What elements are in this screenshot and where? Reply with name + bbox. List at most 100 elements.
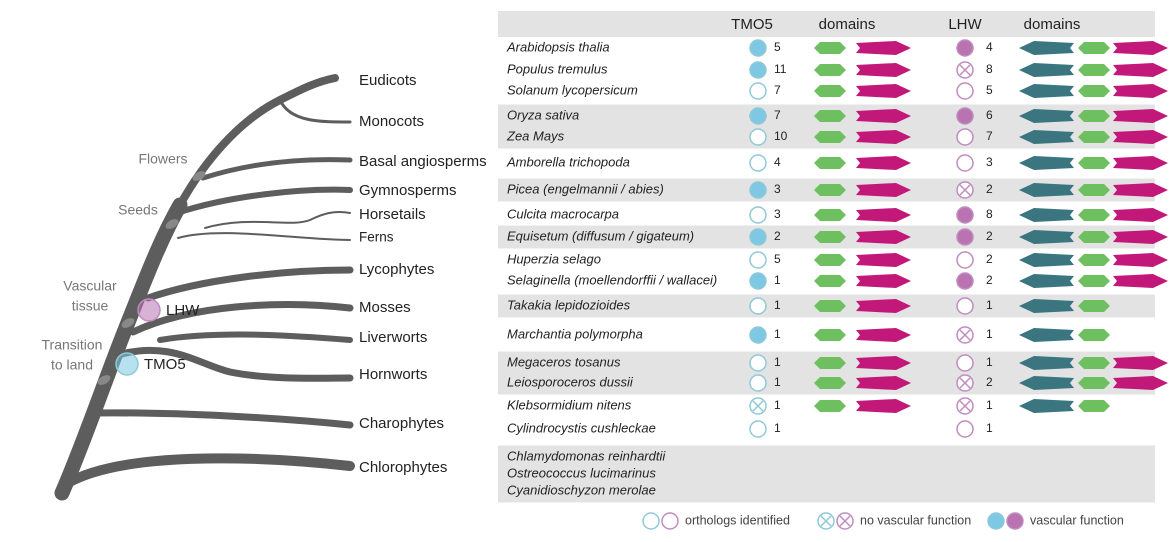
magenta-domain xyxy=(856,156,911,170)
magenta-domain xyxy=(856,63,911,77)
tmo5-count: 2 xyxy=(774,229,781,243)
teal-domain xyxy=(1019,253,1074,267)
lhw-status xyxy=(956,272,974,290)
green-domain xyxy=(1078,254,1110,266)
annotation: to land xyxy=(51,357,93,373)
green-domain xyxy=(1078,157,1110,169)
column-header: domains xyxy=(1024,16,1081,33)
species-name: Selaginella (moellendorffii / wallacei) xyxy=(507,272,717,287)
magenta-domain xyxy=(856,328,911,342)
annotation: Flowers xyxy=(138,151,187,167)
green-domain xyxy=(1078,131,1110,143)
green-domain xyxy=(814,157,846,169)
column-header: LHW xyxy=(948,16,982,33)
green-domain xyxy=(1078,357,1110,369)
tmo5-count: 7 xyxy=(774,108,781,122)
annotation: Vascular xyxy=(63,278,117,294)
column-header: domains xyxy=(819,16,876,33)
tmo5-status xyxy=(749,374,767,392)
tmo5-count: 3 xyxy=(774,182,781,196)
teal-domain xyxy=(1019,328,1074,342)
magenta-domain xyxy=(856,109,911,123)
magenta-domain xyxy=(856,299,911,313)
magenta-domain xyxy=(856,84,911,98)
teal-domain xyxy=(1019,274,1074,288)
magenta-domain xyxy=(856,130,911,144)
legend-symbol-cross xyxy=(839,515,851,527)
green-domain xyxy=(1078,275,1110,287)
magenta-domain xyxy=(1113,63,1168,77)
teal-domain xyxy=(1019,63,1074,77)
lhw-count: 8 xyxy=(986,207,993,221)
lhw-status xyxy=(956,354,974,372)
lhw-status xyxy=(956,206,974,224)
table: TMO5 domains LHW domains Arabidopsis thalia 5… xyxy=(498,11,1168,530)
green-domain xyxy=(814,377,846,389)
legend-symbol xyxy=(987,512,1005,530)
lhw-status xyxy=(956,82,974,100)
tree xyxy=(54,74,355,501)
species-name: Culcita macrocarpa xyxy=(507,206,619,221)
species-name: Chlamydomonas reinhardtii xyxy=(507,448,666,463)
tmo5-count: 1 xyxy=(774,355,781,369)
magenta-domain xyxy=(856,41,911,55)
lhw-count: 1 xyxy=(986,421,993,435)
tmo5-status xyxy=(749,228,767,246)
magenta-domain xyxy=(1113,208,1168,222)
species-name: Cylindrocystis cushleckae xyxy=(507,420,656,435)
tmo5-count: 7 xyxy=(774,83,781,97)
teal-domain xyxy=(1019,41,1074,55)
lhw-count: 7 xyxy=(986,129,993,143)
tmo5-count: 1 xyxy=(774,273,781,287)
tmo5-status-cross xyxy=(752,400,764,412)
green-domain xyxy=(814,85,846,97)
green-domain xyxy=(814,131,846,143)
magenta-domain xyxy=(1113,41,1168,55)
legend-label: vascular function xyxy=(1030,513,1124,527)
green-domain xyxy=(814,275,846,287)
tmo5-status xyxy=(749,181,767,199)
green-domain xyxy=(814,400,846,412)
magenta-domain xyxy=(1113,84,1168,98)
magenta-domain xyxy=(856,274,911,288)
tmo5-count: 1 xyxy=(774,398,781,412)
lhw-count: 2 xyxy=(986,375,993,389)
lhw-count: 1 xyxy=(986,398,993,412)
legend-label: no vascular function xyxy=(860,513,971,527)
tmo5-count: 1 xyxy=(774,421,781,435)
magenta-domain xyxy=(856,399,911,413)
tmo5-status xyxy=(749,297,767,315)
legend-symbol-cross xyxy=(820,515,832,527)
lhw-status-cross xyxy=(959,377,971,389)
green-domain xyxy=(1078,64,1110,76)
lhw-count: 8 xyxy=(986,62,993,76)
lhw-status xyxy=(956,107,974,125)
lhw-status-cross xyxy=(959,329,971,341)
teal-domain xyxy=(1019,399,1074,413)
magenta-domain xyxy=(1113,109,1168,123)
green-domain xyxy=(814,357,846,369)
tmo5-count: 10 xyxy=(774,129,788,143)
header-band xyxy=(498,11,1155,37)
magenta-domain xyxy=(856,356,911,370)
green-domain xyxy=(1078,184,1110,196)
green-domain xyxy=(1078,110,1110,122)
lhw-status-cross xyxy=(959,64,971,76)
tmo5-status xyxy=(749,420,767,438)
annotation: Transition xyxy=(42,337,103,353)
lhw-count: 2 xyxy=(986,182,993,196)
lhw-count: 2 xyxy=(986,273,993,287)
tmo5-count: 3 xyxy=(774,207,781,221)
tmo5-status xyxy=(749,251,767,269)
species-name: Picea (engelmannii / abies) xyxy=(507,181,664,196)
green-domain xyxy=(814,254,846,266)
green-domain xyxy=(1078,209,1110,221)
lhw-status xyxy=(956,154,974,172)
tmo5-status xyxy=(749,39,767,57)
tmo5-status xyxy=(749,354,767,372)
clade-label: Chlorophytes xyxy=(359,459,447,476)
lhw-count: 4 xyxy=(986,40,993,54)
marker xyxy=(137,298,161,322)
teal-domain xyxy=(1019,376,1074,390)
